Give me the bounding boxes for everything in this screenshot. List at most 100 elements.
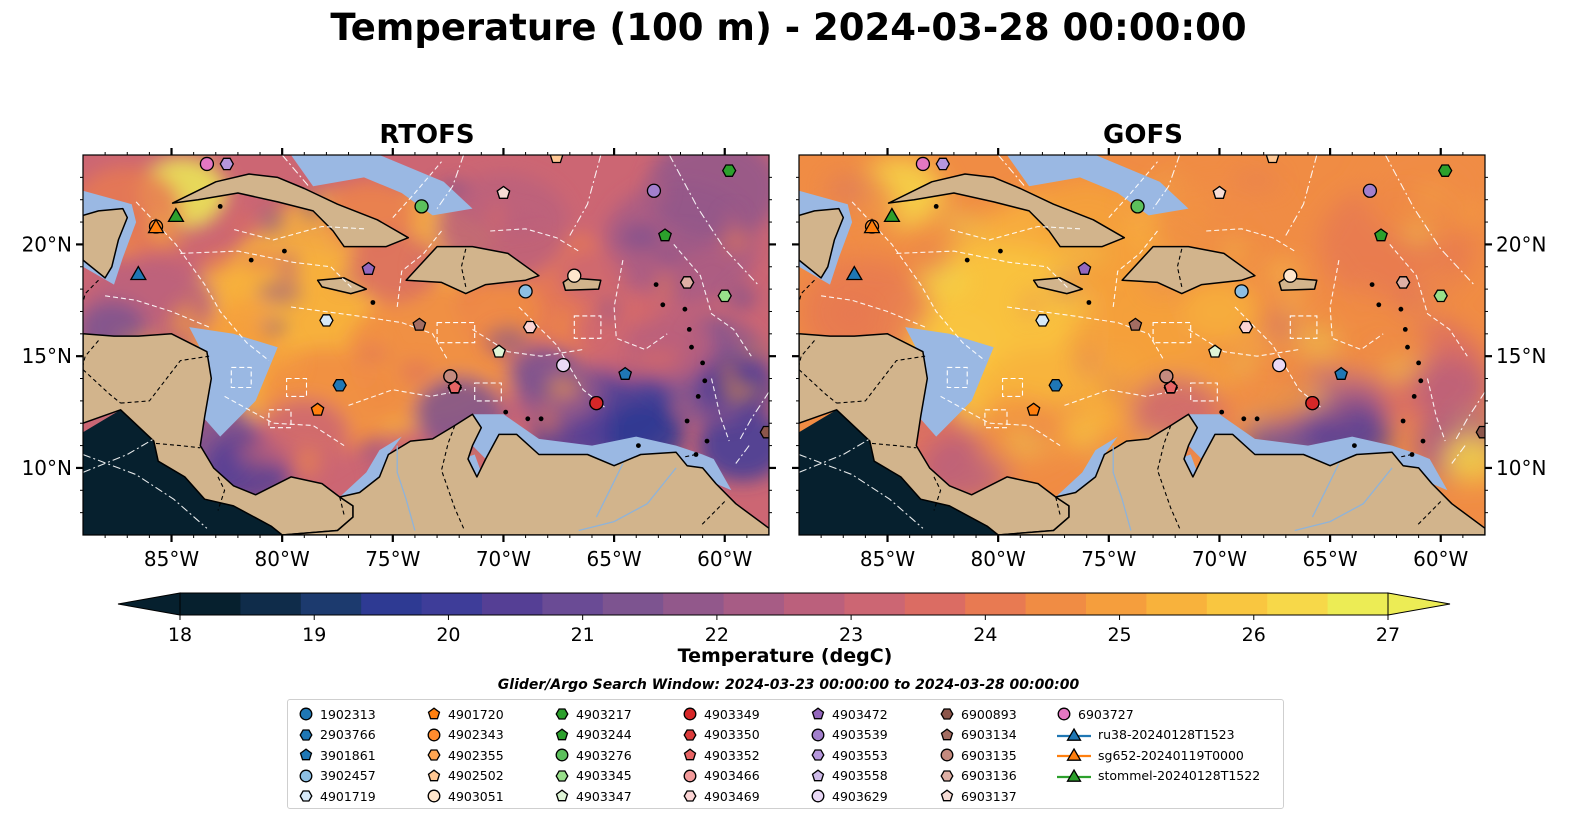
observation-markers xyxy=(845,155,1485,439)
eez-boundary xyxy=(231,225,365,241)
eez-boundary xyxy=(1152,155,1181,209)
glider-ru38 xyxy=(845,265,863,281)
argo-float-6903727 xyxy=(915,156,931,172)
land-jamaica xyxy=(1032,277,1084,295)
colorbar-tick-label: 19 xyxy=(302,624,326,646)
small-island xyxy=(702,378,708,384)
colorbar-segment xyxy=(602,593,664,615)
small-island xyxy=(700,360,705,366)
country-border xyxy=(155,442,201,449)
legend-hexagon-icon xyxy=(555,769,569,782)
eez-boundary xyxy=(1064,389,1182,406)
colorbar-max-extend xyxy=(1387,592,1451,616)
legend-label: 4903350 xyxy=(704,727,760,742)
eez-boundary xyxy=(1455,391,1485,440)
legend-hexagon-icon xyxy=(555,708,569,720)
colorbar-segment xyxy=(844,593,906,615)
colorbar-segment xyxy=(723,593,785,615)
small-island xyxy=(282,248,287,254)
legend-hexagon-icon xyxy=(940,769,954,782)
argo-float-4903629 xyxy=(1272,357,1287,373)
river xyxy=(396,445,416,531)
legend-label: 6903134 xyxy=(961,727,1017,742)
colorbar-segment xyxy=(784,593,845,615)
argo-float-4903472 xyxy=(361,261,376,275)
legend-marker-icon xyxy=(940,789,954,802)
colorbar-segment xyxy=(904,593,966,615)
legend-marker-icon xyxy=(683,728,697,741)
eez-boundary xyxy=(735,445,750,464)
colorbar-segment xyxy=(965,593,1027,615)
argo-float-4903539 xyxy=(646,183,662,198)
legend-pentagon-icon xyxy=(299,748,313,761)
legend-pentagon-icon xyxy=(427,768,441,781)
small-island xyxy=(1376,302,1382,308)
eez-boundary xyxy=(739,391,769,440)
legend-circle-icon xyxy=(683,769,697,782)
land-jamaica xyxy=(316,277,368,295)
legend-label: 4903345 xyxy=(576,768,632,783)
lon-tick-label: 75°W xyxy=(365,547,420,571)
argo-float-4903051 xyxy=(567,268,582,283)
small-island xyxy=(653,282,659,287)
eez-boundary xyxy=(135,201,270,362)
shallow-shelf xyxy=(1188,414,1448,491)
colorbar-label: Temperature (degC) xyxy=(677,645,893,667)
land-south-america xyxy=(281,413,769,535)
legend-label: 4903553 xyxy=(832,747,888,763)
small-island xyxy=(1402,327,1408,332)
lon-tick-label: 60°W xyxy=(697,547,752,571)
argo-float-4903217 xyxy=(721,164,737,177)
eez-box xyxy=(1190,382,1218,402)
legend-marker-icon xyxy=(940,708,954,720)
observation-markers xyxy=(129,155,769,439)
legend-marker-icon xyxy=(427,789,441,803)
legend-circle-icon xyxy=(811,728,825,741)
legend-label: 4903352 xyxy=(704,747,760,763)
colorbar-tick-label: 18 xyxy=(168,624,192,646)
legend-pentagon-icon xyxy=(811,768,825,781)
legend-label: 4903217 xyxy=(576,706,632,722)
small-island xyxy=(1398,306,1404,312)
legend-marker-icon xyxy=(427,728,441,741)
river xyxy=(595,463,624,518)
legend-marker-icon xyxy=(427,707,441,720)
eez-boundary xyxy=(1188,328,1300,357)
eez-boundary xyxy=(392,161,442,218)
eez-box xyxy=(1002,377,1024,397)
legend-item: 4903345 xyxy=(554,766,632,786)
legend-hexagon-icon xyxy=(299,790,313,802)
lat-tick-label: 20°N xyxy=(1496,232,1546,256)
legend-hexagon-icon xyxy=(683,790,697,802)
legend-label: 4903347 xyxy=(576,788,632,804)
country-border xyxy=(836,355,926,404)
legend-marker-icon xyxy=(940,748,954,762)
argo-float-4903217 xyxy=(1437,164,1453,177)
argo-float-4903347 xyxy=(1208,344,1222,358)
lon-tick-label: 85°W xyxy=(860,547,915,571)
legend-marker-icon xyxy=(683,748,697,761)
eez-box xyxy=(286,377,308,397)
legend-label: 6903136 xyxy=(961,768,1017,783)
eez-boundary xyxy=(281,155,310,187)
legend-marker-icon xyxy=(427,768,441,781)
country-border xyxy=(799,369,837,404)
argo-float-4901719 xyxy=(319,314,334,327)
legend-marker-icon xyxy=(683,790,697,802)
legend: 1902313 2903766 3901861 3902457 4901719 49017… xyxy=(287,699,1284,809)
colorbar-segment xyxy=(1267,593,1329,615)
legend-item: 3901861 xyxy=(298,745,376,765)
country-border xyxy=(1055,496,1061,516)
legend-label: 1902313 xyxy=(320,706,376,722)
country-border xyxy=(339,496,345,516)
river xyxy=(1294,467,1393,532)
legend-marker-icon xyxy=(299,728,313,741)
legend-item: 4903244 xyxy=(554,725,632,745)
small-island xyxy=(1254,416,1260,422)
lon-tick-label: 60°W xyxy=(1413,547,1468,571)
argo-float-4903276 xyxy=(1130,199,1145,214)
legend-marker-icon xyxy=(299,707,313,721)
search-window-caption: Glider/Argo Search Window: 2024-03-23 00… xyxy=(497,677,1080,693)
eez-boundary xyxy=(1285,155,1318,236)
pacific-outside-domain xyxy=(799,409,999,535)
